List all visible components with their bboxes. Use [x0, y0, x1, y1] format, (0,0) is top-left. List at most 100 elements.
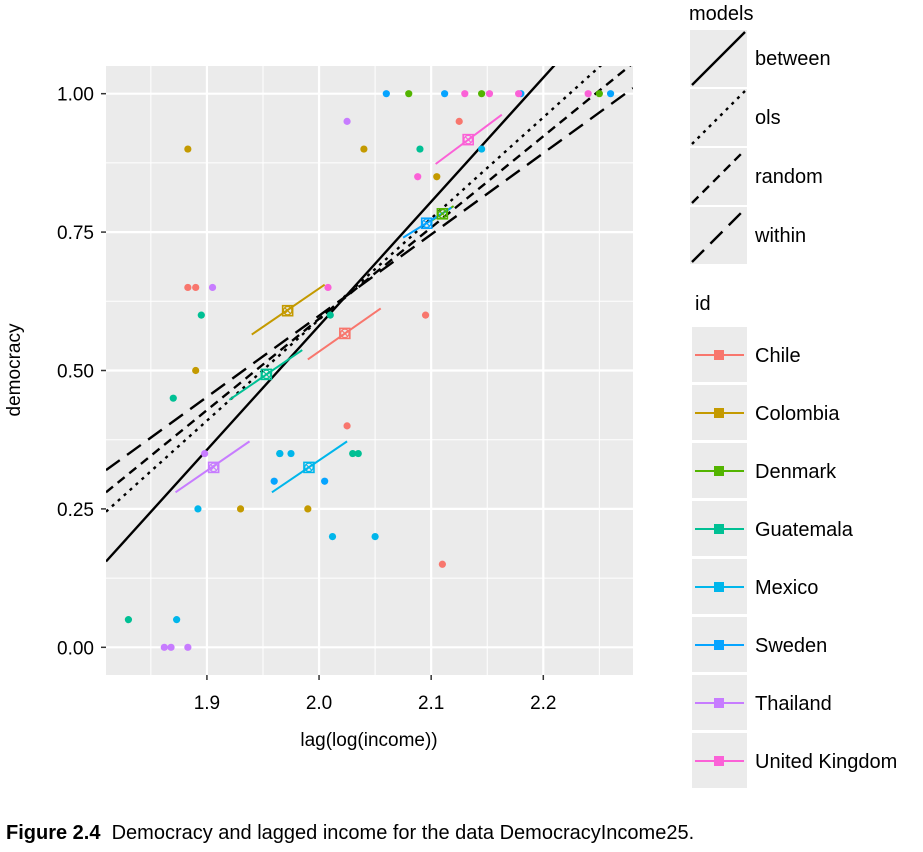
y-tick-label: 0.75: [57, 223, 94, 244]
x-tick-label: 1.9: [194, 693, 220, 714]
data-point-guatemala: [349, 449, 357, 458]
data-point-chile: [438, 560, 446, 568]
y-tick-label: 0.25: [57, 500, 94, 521]
legend-label-between: between: [755, 48, 831, 70]
mean-marker-colombia: [281, 304, 294, 317]
y-tick-label: 0.50: [57, 362, 94, 383]
axes: 1.9 2.0 2.1 2.2 0.00 0.25 0.50 0.75 1.00: [57, 85, 556, 714]
data-point-colombia: [304, 505, 312, 513]
legend-id-title: id: [695, 293, 711, 315]
legend-line-within: [691, 208, 746, 263]
model-line-within: [106, 87, 633, 472]
model-line-random: [106, 66, 632, 494]
legend-swatch-marker-sweden: [714, 640, 724, 650]
legend-label-sweden: Sweden: [755, 635, 827, 657]
data-point-thailand: [208, 283, 217, 292]
legend-label-mexico: Mexico: [755, 577, 818, 599]
data-point-mexico: [287, 449, 295, 458]
legend-swatch-marker-colombia: [714, 408, 724, 418]
data-point-guatemala: [124, 616, 133, 624]
model-lines: [106, 66, 633, 563]
data-point-mexico: [328, 532, 337, 541]
figure-caption: Figure 2.4 Democracy and lagged income f…: [6, 822, 694, 845]
data-point-united-kingdom: [461, 90, 469, 98]
legend-swatch-marker-chile: [714, 350, 724, 360]
mean-marker-united-kingdom: [462, 133, 474, 146]
legend-swatch-marker-denmark: [714, 466, 724, 476]
data-point-mexico: [371, 532, 379, 541]
data-point-mexico: [194, 505, 202, 513]
data-point-guatemala: [416, 145, 424, 153]
data-point-united-kingdom: [584, 90, 592, 98]
x-axis-title: lag(log(income)): [300, 730, 437, 751]
data-point-thailand: [201, 449, 209, 458]
y-axis-title: democracy: [4, 323, 25, 416]
x-tick-label: 2.1: [418, 693, 444, 714]
legend-label-random: random: [755, 166, 823, 188]
data-point-united-kingdom: [485, 90, 494, 98]
legend-models: models between ols random within: [689, 3, 831, 264]
data-point-chile: [184, 283, 192, 292]
data-point-denmark: [478, 90, 486, 98]
legend-label-thailand: Thailand: [755, 693, 832, 715]
data-point-thailand: [184, 643, 192, 651]
y-tick-label: 1.00: [57, 85, 94, 106]
data-point-colombia: [192, 366, 200, 375]
mean-marker-sweden: [420, 217, 433, 230]
legend-label-united-kingdom: United Kingdom: [755, 751, 897, 773]
model-line-ols: [106, 66, 603, 513]
data-point-mexico: [478, 145, 486, 153]
figure-caption-text: Democracy and lagged income for the data…: [111, 822, 695, 844]
y-tick-label: 0.00: [57, 638, 94, 659]
legend-swatch-marker-united-kingdom: [714, 756, 724, 766]
legend-label-chile: Chile: [755, 345, 801, 367]
x-tick-label: 2.2: [530, 693, 556, 714]
chart: 1.9 2.0 2.1 2.2 0.00 0.25 0.50 0.75 1.00 lag(log…: [4, 3, 897, 788]
data-point-denmark: [595, 90, 603, 98]
data-point-thailand: [343, 117, 351, 125]
data-point-guatemala: [169, 394, 177, 402]
mean-marker-denmark: [436, 208, 449, 220]
mean-marker-chile: [339, 327, 351, 340]
data-point-thailand: [160, 643, 168, 651]
data-point-sweden: [606, 90, 615, 98]
legend-label-within: within: [754, 225, 806, 247]
data-point-thailand: [167, 643, 175, 651]
data-point-united-kingdom: [414, 173, 422, 181]
mean-marker-mexico: [303, 461, 315, 474]
data-point-sweden: [382, 90, 390, 98]
data-point-chile: [192, 283, 200, 292]
model-line-between: [106, 66, 556, 563]
data-point-colombia: [360, 145, 368, 153]
data-point-denmark: [405, 90, 413, 98]
data-points: [124, 90, 615, 651]
legend-line-random: [691, 149, 746, 204]
data-point-chile: [421, 311, 430, 319]
data-point-colombia: [236, 505, 245, 513]
data-point-sweden: [321, 477, 329, 485]
data-point-guatemala: [197, 311, 205, 319]
data-point-united-kingdom: [515, 90, 523, 98]
legend-swatch-marker-thailand: [714, 698, 724, 708]
mean-marker-thailand: [207, 461, 220, 474]
grid-lines: [106, 66, 633, 675]
mean-marker-guatemala: [260, 368, 273, 381]
x-tick-label: 2.0: [306, 693, 332, 714]
legend-label-guatemala: Guatemala: [755, 519, 854, 541]
legend-swatch-marker-mexico: [714, 582, 724, 592]
data-point-colombia: [184, 145, 192, 153]
figure-caption-label: Figure 2.4: [6, 822, 101, 844]
legend-label-denmark: Denmark: [755, 461, 837, 483]
data-point-guatemala: [354, 449, 362, 458]
data-point-chile: [455, 117, 463, 125]
country-mean-markers: [207, 133, 474, 474]
data-point-guatemala: [326, 311, 334, 319]
legend-ids: id Chile Colombia Denmark Guatemala Mexico Sw…: [692, 293, 897, 788]
data-point-chile: [343, 422, 351, 430]
data-point-sweden: [270, 477, 278, 485]
legend-label-colombia: Colombia: [755, 403, 840, 425]
data-point-mexico: [276, 449, 284, 458]
data-point-mexico: [173, 616, 181, 624]
legend-models-title: models: [689, 3, 753, 25]
legend-swatch-marker-guatemala: [714, 524, 724, 534]
